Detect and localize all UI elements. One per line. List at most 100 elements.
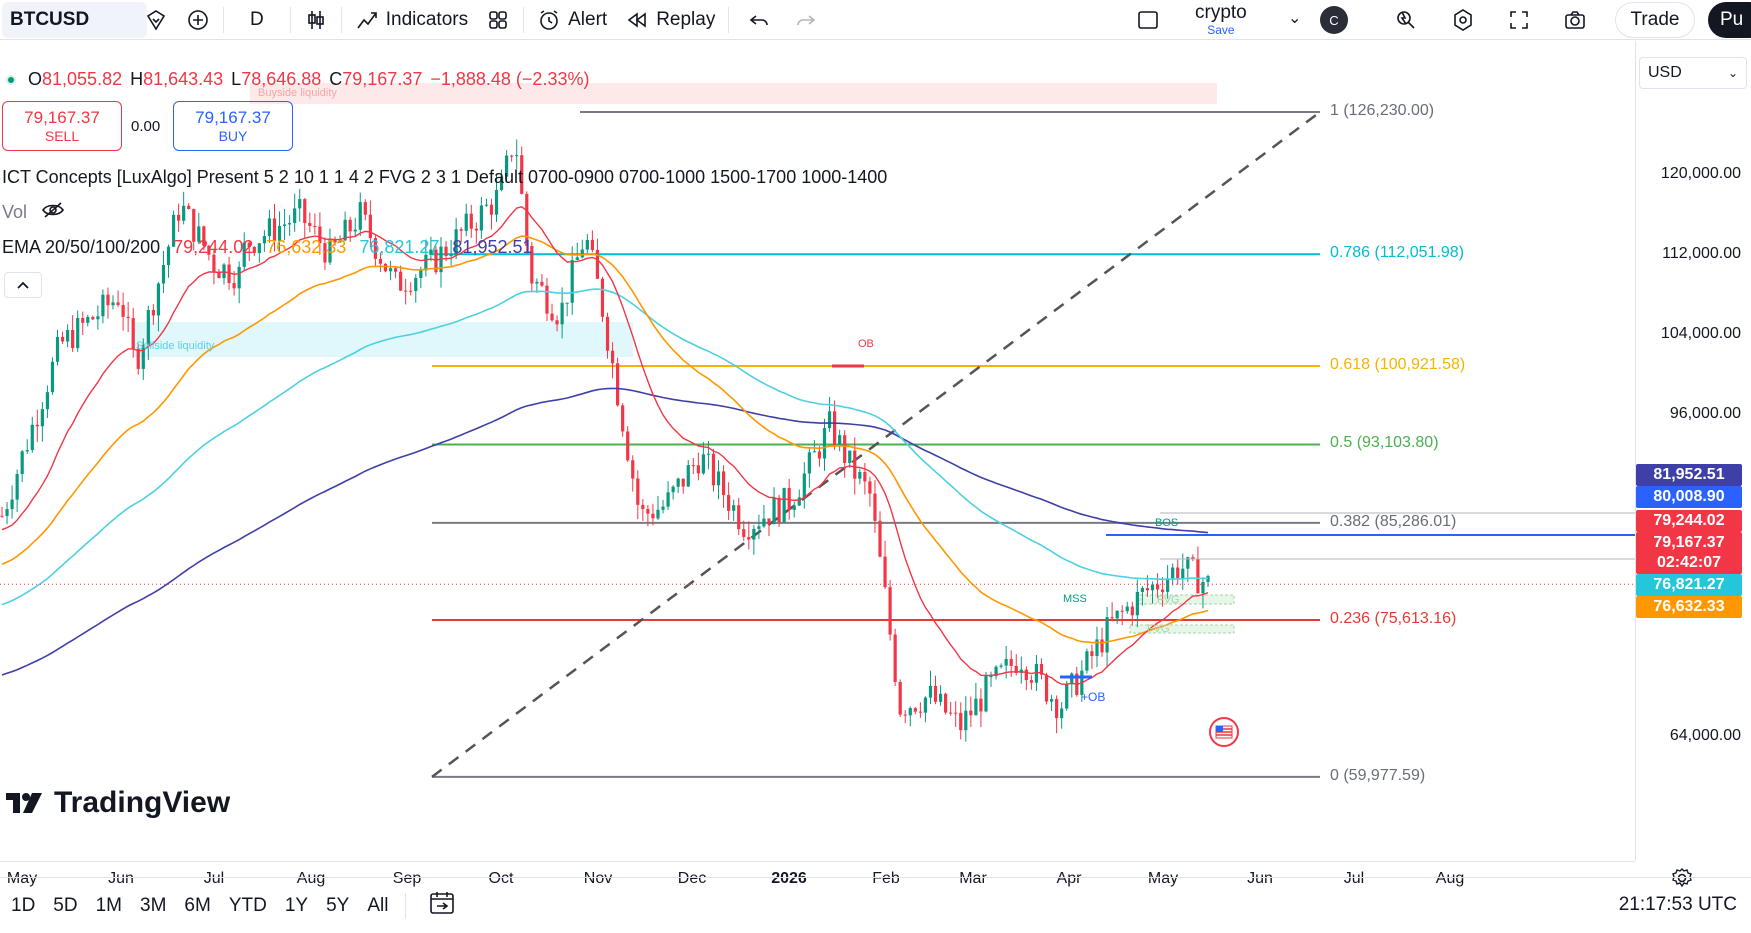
volume-legend[interactable]: Vol [2,201,65,224]
candle-body [969,710,973,716]
candle-body [308,222,312,227]
ict-indicator-legend[interactable]: ICT Concepts [LuxAlgo] Present 5 2 10 1 … [2,167,888,187]
utc-clock[interactable]: 21:17:53 UTC [1618,894,1737,915]
avatar[interactable]: C [1320,6,1348,34]
candle-body [772,497,776,525]
candle-body [505,155,509,177]
buy-label: BUY [218,127,248,144]
candle-body [187,205,191,210]
candle-body [1009,659,1013,666]
candle-body [822,428,827,459]
ema50-line [1,235,1209,644]
range-button[interactable]: YTD [228,894,267,916]
time-tick: Jul [1343,870,1365,887]
replay-label: Replay [656,8,716,30]
sell-button[interactable]: 79,167.37 SELL [2,101,122,151]
candle-body [676,478,680,487]
indicators-button[interactable]: Indicators [346,0,477,40]
time-axis[interactable]: May Jun Jul Aug Sep Oct Nov Dec 2026 Feb Mar Apr May… [0,861,1635,897]
candle-body [747,536,751,540]
undo-icon[interactable] [733,0,785,40]
sellside-liquidity-label: Sellside liquidity [136,340,215,352]
currency-select[interactable]: USD ⌄ [1639,57,1747,89]
buy-button[interactable]: 79,167.37 BUY [173,101,293,151]
candle-body [499,176,504,190]
time-tick: Jul [203,870,225,887]
range-button[interactable]: 1M [95,894,122,916]
candle-body [106,294,110,306]
indicators-label: Indicators [385,8,469,30]
fullscreen-icon[interactable] [1498,0,1540,40]
range-button[interactable]: 6M [184,894,211,916]
chart-pane[interactable]: O 81,055.82 H 81,643.43 L 78,646.88 C 79,167… [0,41,1751,933]
price-axis[interactable]: 120,000.00 112,000.00 104,000.00 96,000.00 8… [1635,41,1751,861]
range-button[interactable]: 5Y [326,894,350,916]
time-tick: Sep [392,870,422,887]
candle-body [1115,610,1119,619]
layout-name[interactable]: crypto Save [1195,3,1247,36]
candle-body [575,257,579,260]
trade-button[interactable]: Trade [1615,2,1695,38]
chevron-down-icon[interactable]: ⌄ [1288,10,1302,27]
symbol-search[interactable]: BTCUSD [2,1,147,38]
replay-button[interactable]: Replay [616,0,724,40]
gear-icon[interactable] [1670,866,1694,895]
collapse-legend-button[interactable] [4,272,42,298]
candle-body [1034,663,1039,683]
candle-body [908,708,912,716]
candle-body [182,205,186,221]
camera-icon[interactable] [1554,0,1596,40]
range-button[interactable]: 1D [11,894,36,916]
ema-legend[interactable]: EMA 20/50/100/200 79,244.02 76,632.33 76… [2,237,541,258]
publish-button[interactable]: Pu [1708,2,1751,38]
candle-body [984,676,988,712]
redo-icon[interactable] [785,0,827,40]
candle-body [232,283,236,289]
candle-body [338,240,342,243]
candle-body [242,242,246,267]
alert-button[interactable]: Alert [528,0,616,40]
layout-square-icon[interactable] [1127,0,1169,40]
price-chart[interactable] [0,41,1635,861]
candle-body [742,529,746,537]
quick-search-icon[interactable] [1385,0,1427,40]
candle-body [848,450,852,463]
candle-body [827,411,832,429]
price-tag: 79,167.37 [1636,532,1742,554]
date-range-icon[interactable] [428,890,456,922]
range-button[interactable]: 1Y [284,894,309,916]
range-button[interactable]: All [367,894,389,916]
settings-icon[interactable] [1442,0,1484,40]
candle-body [787,487,791,510]
range-button[interactable]: 5D [53,894,78,916]
candle-body [1145,588,1150,591]
candle-body [1100,639,1104,653]
candle-body [429,249,433,255]
candle-body [1090,651,1094,657]
candles-icon[interactable] [295,0,337,40]
eye-hidden-icon[interactable] [41,201,65,224]
candle-body [71,330,75,349]
candle-body [1181,568,1185,579]
candle-body [146,310,150,345]
candle-body [136,348,140,369]
candle-body [454,229,458,255]
tradingview-logo[interactable]: TradingView [6,786,230,820]
candle-body [272,218,277,241]
candle-body [247,242,251,247]
timeframe-button[interactable]: D [250,8,264,30]
fib-level-label: 1 (126,230.00) [1330,102,1435,120]
candle-body [1085,651,1089,671]
watchlist-add-icon[interactable] [135,0,177,40]
candle-body [903,714,907,716]
candle-body [141,344,145,369]
us-flag-event-icon[interactable] [1208,716,1240,753]
range-button[interactable]: 3M [140,894,167,916]
candle-body [293,208,297,224]
candle-body [1160,589,1165,592]
compare-add-icon[interactable] [177,0,219,40]
layouts-icon[interactable] [477,0,519,40]
candle-body [1130,606,1134,616]
candle-body [116,302,120,306]
candle-body [1191,557,1195,560]
